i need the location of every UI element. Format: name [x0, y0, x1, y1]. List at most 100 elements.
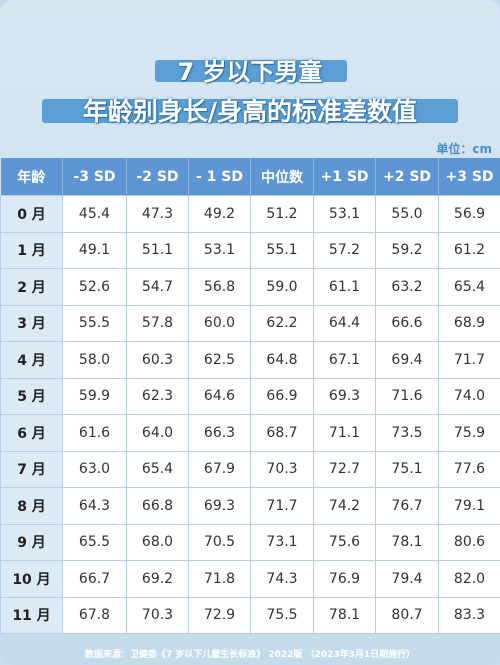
age-cell: 1 月 — [0, 231, 63, 269]
value-cell: 83.3 — [438, 596, 500, 634]
value-cell: 60.3 — [126, 341, 189, 379]
value-cell: 74.2 — [313, 487, 376, 525]
value-cell: 65.4 — [126, 450, 189, 488]
age-cell: 6 月 — [0, 414, 63, 452]
value-cell: 62.5 — [188, 341, 251, 379]
value-cell: 56.9 — [438, 195, 500, 233]
value-cell: 68.9 — [438, 304, 500, 342]
value-cell: 55.0 — [375, 195, 439, 233]
value-cell: 52.6 — [62, 268, 127, 306]
data-table: 年龄 -3 SD -2 SD - 1 SD 中位数 +1 SD +2 SD +3 SD 0 月… — [0, 158, 500, 634]
column-header: - 1 SD — [188, 158, 251, 196]
value-cell: 71.7 — [438, 341, 500, 379]
title-highlight — [42, 99, 458, 123]
value-cell: 72.9 — [188, 596, 251, 634]
column-header: -3 SD — [62, 158, 127, 196]
value-cell: 47.3 — [126, 195, 189, 233]
value-cell: 67.8 — [62, 596, 127, 634]
column-header: 中位数 — [250, 158, 314, 196]
value-cell: 62.2 — [250, 304, 314, 342]
value-cell: 76.7 — [375, 487, 439, 525]
table-row: 3 月 55.5 57.8 60.0 62.2 64.4 66.6 68.9 — [0, 304, 500, 342]
value-cell: 55.1 — [250, 231, 314, 269]
value-cell: 61.2 — [438, 231, 500, 269]
value-cell: 45.4 — [62, 195, 127, 233]
value-cell: 69.2 — [126, 560, 189, 598]
value-cell: 67.1 — [313, 341, 376, 379]
value-cell: 64.8 — [250, 341, 314, 379]
table-row: 2 月 52.6 54.7 56.8 59.0 61.1 63.2 65.4 — [0, 268, 500, 306]
value-cell: 63.2 — [375, 268, 439, 306]
value-cell: 67.9 — [188, 450, 251, 488]
value-cell: 82.0 — [438, 560, 500, 598]
value-cell: 59.9 — [62, 377, 127, 415]
value-cell: 61.1 — [313, 268, 376, 306]
value-cell: 73.1 — [250, 523, 314, 561]
age-cell: 3 月 — [0, 304, 63, 342]
value-cell: 77.6 — [438, 450, 500, 488]
value-cell: 64.4 — [313, 304, 376, 342]
value-cell: 74.0 — [438, 377, 500, 415]
value-cell: 68.0 — [126, 523, 189, 561]
value-cell: 71.7 — [250, 487, 314, 525]
value-cell: 61.6 — [62, 414, 127, 452]
value-cell: 68.7 — [250, 414, 314, 452]
value-cell: 69.3 — [188, 487, 251, 525]
column-header: +1 SD — [313, 158, 376, 196]
value-cell: 78.1 — [313, 596, 376, 634]
age-cell: 4 月 — [0, 341, 63, 379]
value-cell: 53.1 — [188, 231, 251, 269]
age-cell: 7 月 — [0, 450, 63, 488]
value-cell: 80.7 — [375, 596, 439, 634]
age-cell: 11 月 — [0, 596, 63, 634]
value-cell: 57.8 — [126, 304, 189, 342]
value-cell: 79.4 — [375, 560, 439, 598]
value-cell: 71.6 — [375, 377, 439, 415]
age-cell: 0 月 — [0, 195, 63, 233]
value-cell: 75.9 — [438, 414, 500, 452]
value-cell: 80.6 — [438, 523, 500, 561]
value-cell: 75.6 — [313, 523, 376, 561]
value-cell: 58.0 — [62, 341, 127, 379]
age-cell: 10 月 — [0, 560, 63, 598]
value-cell: 57.2 — [313, 231, 376, 269]
value-cell: 60.0 — [188, 304, 251, 342]
header-row: 年龄 -3 SD -2 SD - 1 SD 中位数 +1 SD +2 SD +3 SD — [0, 158, 500, 196]
title: 7 岁以下男童 — [177, 58, 323, 86]
value-cell: 71.8 — [188, 560, 251, 598]
value-cell: 64.3 — [62, 487, 127, 525]
value-cell: 56.8 — [188, 268, 251, 306]
column-header: -2 SD — [126, 158, 189, 196]
value-cell: 70.5 — [188, 523, 251, 561]
value-cell: 54.7 — [126, 268, 189, 306]
value-cell: 62.3 — [126, 377, 189, 415]
value-cell: 70.3 — [250, 450, 314, 488]
table-row: 10 月 66.7 69.2 71.8 74.3 76.9 79.4 82.0 — [0, 560, 500, 598]
age-cell: 8 月 — [0, 487, 63, 525]
age-cell: 2 月 — [0, 268, 63, 306]
column-header: +3 SD — [438, 158, 500, 196]
value-cell: 66.8 — [126, 487, 189, 525]
table-row: 1 月 49.1 51.1 53.1 55.1 57.2 59.2 61.2 — [0, 231, 500, 269]
title-highlight — [155, 60, 347, 82]
value-cell: 51.2 — [250, 195, 314, 233]
value-cell: 64.6 — [188, 377, 251, 415]
table-row: 11 月 67.8 70.3 72.9 75.5 78.1 80.7 83.3 — [0, 596, 500, 634]
age-cell: 9 月 — [0, 523, 63, 561]
value-cell: 65.4 — [438, 268, 500, 306]
value-cell: 78.1 — [375, 523, 439, 561]
value-cell: 72.7 — [313, 450, 376, 488]
value-cell: 73.5 — [375, 414, 439, 452]
value-cell: 59.0 — [250, 268, 314, 306]
table-row: 0 月 45.4 47.3 49.2 51.2 53.1 55.0 56.9 — [0, 195, 500, 233]
table-row: 8 月 64.3 66.8 69.3 71.7 74.2 76.7 79.1 — [0, 487, 500, 525]
value-cell: 66.6 — [375, 304, 439, 342]
value-cell: 64.0 — [126, 414, 189, 452]
table-body: 0 月 45.4 47.3 49.2 51.2 53.1 55.0 56.9 1 月 49.1 51… — [0, 195, 500, 634]
value-cell: 49.1 — [62, 231, 127, 269]
value-cell: 75.5 — [250, 596, 314, 634]
value-cell: 66.3 — [188, 414, 251, 452]
value-cell: 75.1 — [375, 450, 439, 488]
